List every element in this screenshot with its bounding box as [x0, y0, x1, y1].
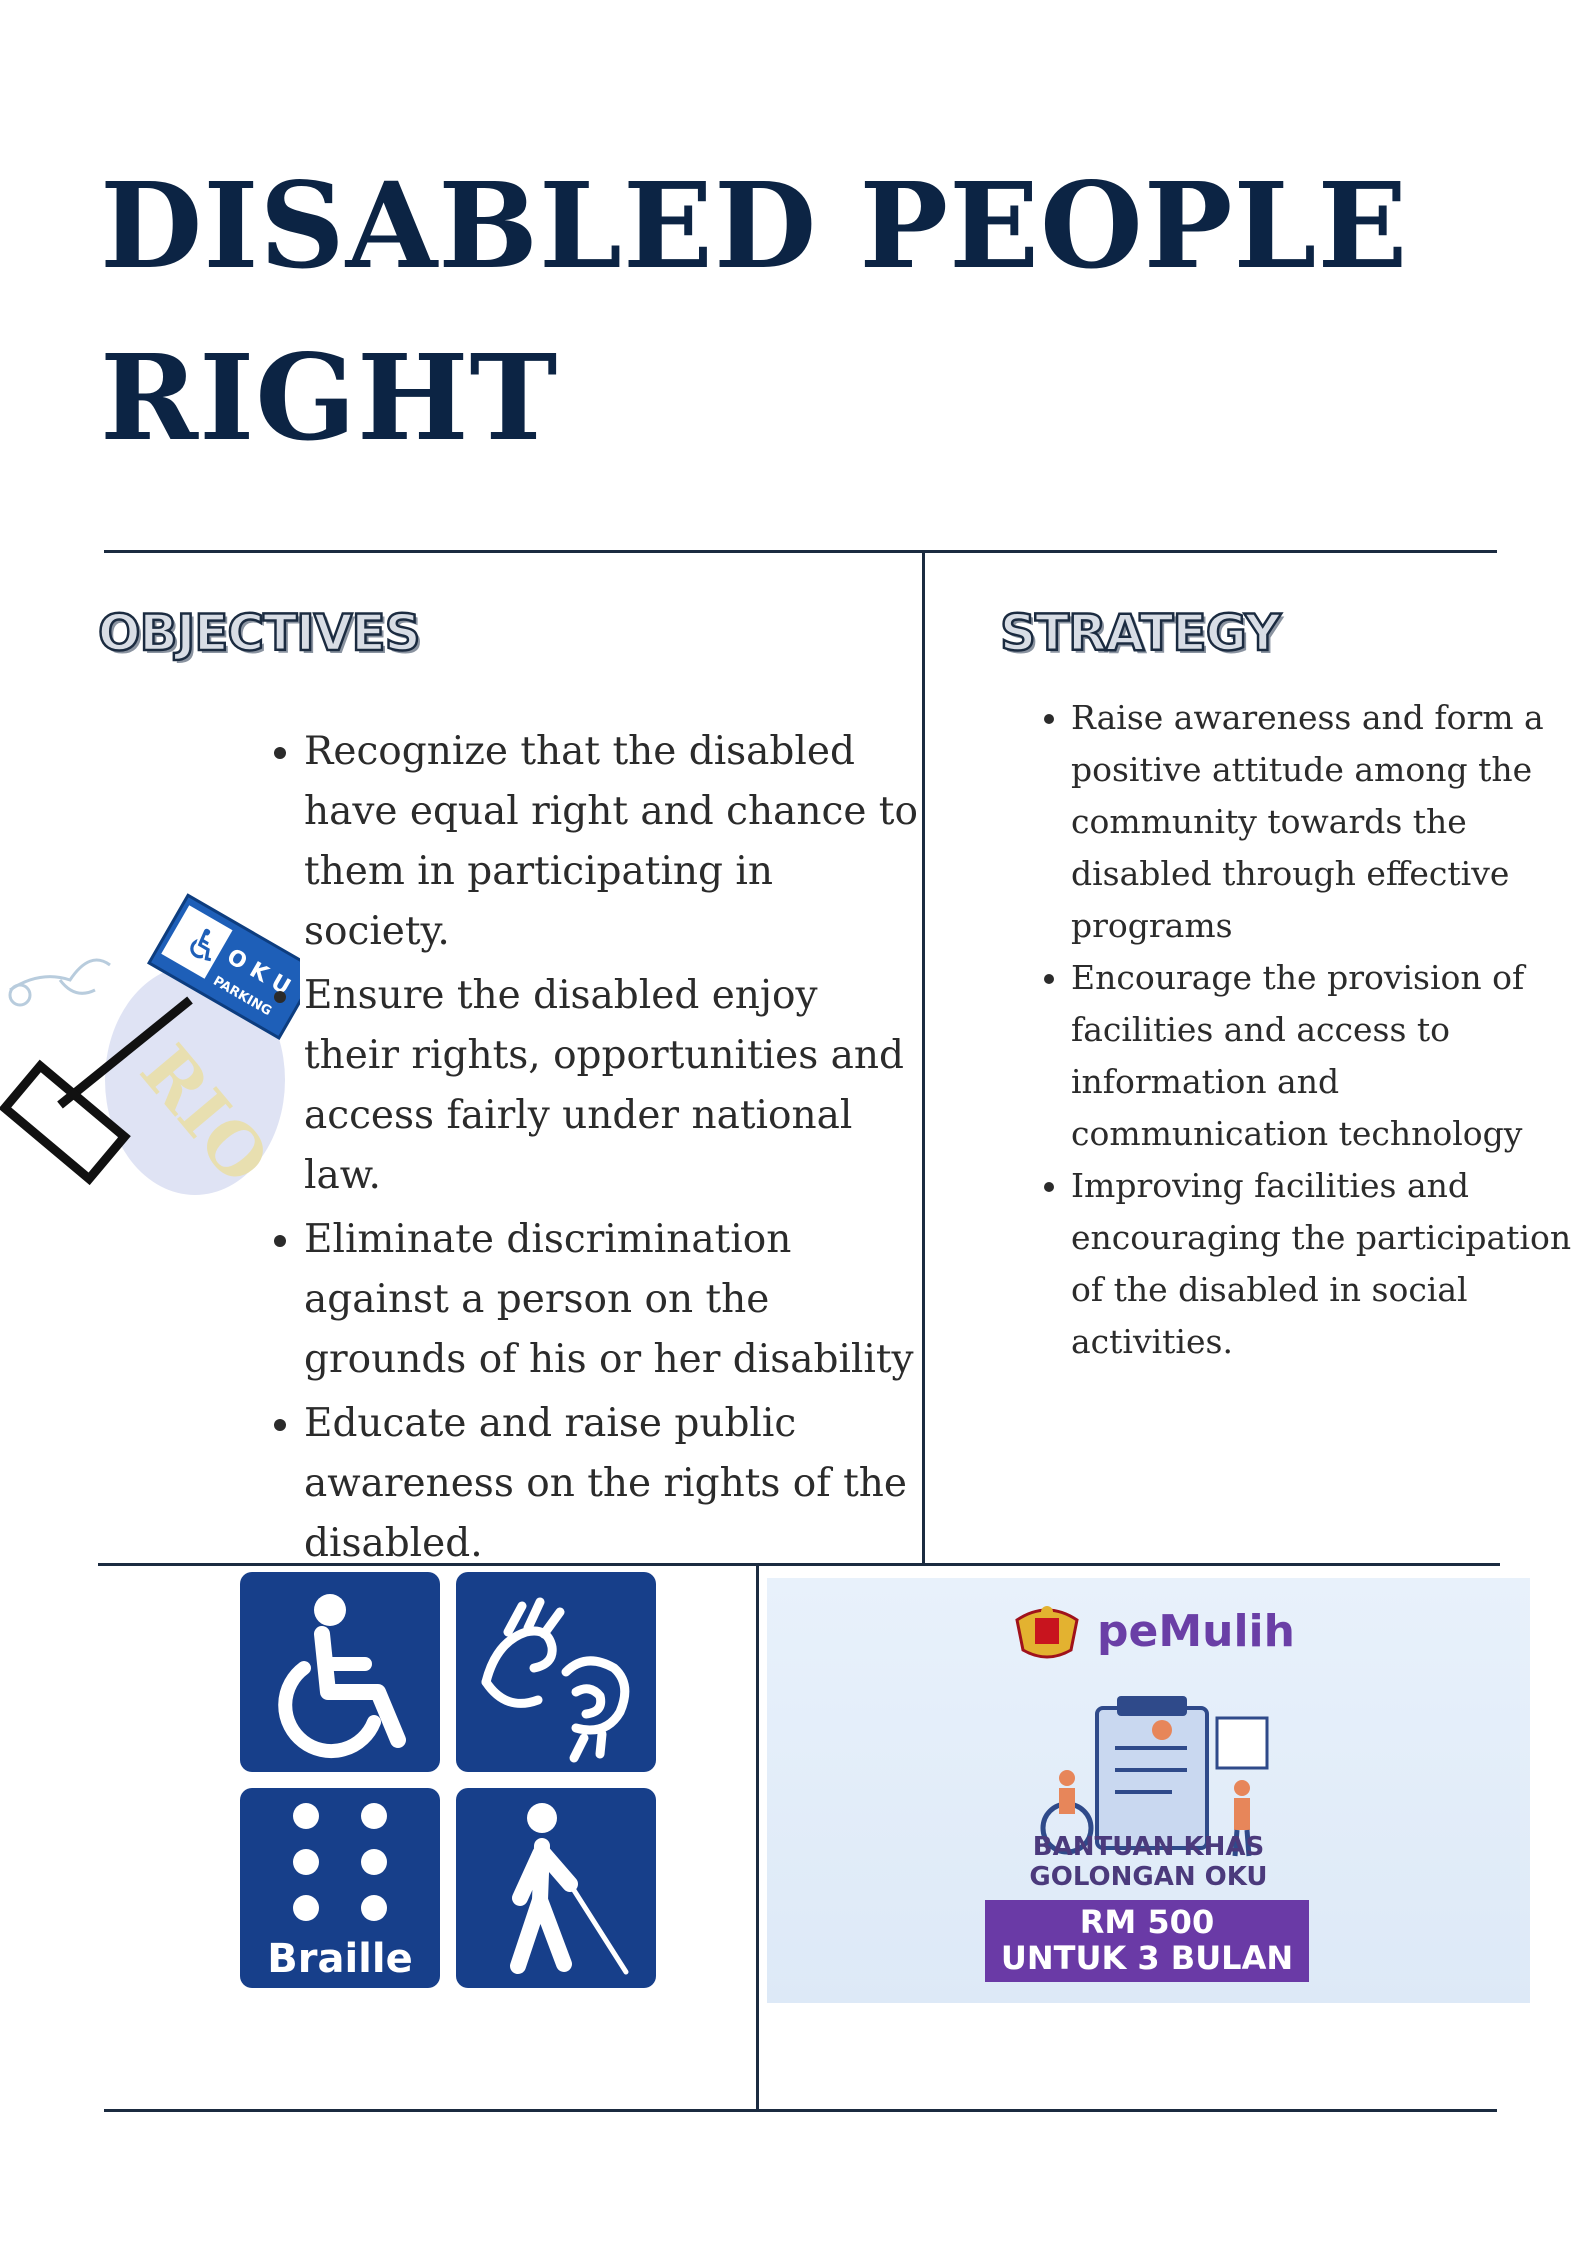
objective-item: Recognize that the disabled have equal r…: [304, 722, 924, 962]
wheelchair-icon: [278, 1594, 406, 1759]
strategy-item: Encourage the provision of facilities an…: [1071, 952, 1581, 1160]
pemulih-amount: RM 500: [1079, 1903, 1215, 1941]
page-title: DISABLED PEOPLE RIGHT: [100, 140, 1408, 484]
objective-item: Educate and raise public awareness on th…: [304, 1394, 924, 1574]
blind-person-tile: [456, 1788, 656, 1988]
title-line-2: RIGHT: [100, 328, 559, 467]
sign-language-icon: [481, 1597, 630, 1763]
malaysia-crest-icon: [1015, 1606, 1079, 1659]
rule-middle: [98, 1563, 1500, 1566]
watermark-ellipse: [105, 965, 285, 1195]
objectives-heading: OBJECTIVES: [97, 603, 422, 664]
wheelchair-tile: [240, 1572, 440, 1772]
rule-mid-upper: [922, 550, 925, 1565]
rule-mid-lower: [756, 1563, 759, 2111]
braille-label: Braille: [267, 1936, 412, 1982]
oku-parking-sign-illustration: RIO ♿ O K U PARKING: [0, 893, 300, 1199]
objectives-list: Recognize that the disabled have equal r…: [268, 722, 924, 1578]
strategy-item: Raise awareness and form a positive atti…: [1071, 692, 1581, 952]
braille-tile: Braille: [240, 1788, 440, 1988]
strategy-list: Raise awareness and form a positive atti…: [1035, 692, 1581, 1368]
lobster-doodle: [8, 958, 111, 1007]
pemulih-line-2: GOLONGAN OKU: [1029, 1862, 1268, 1892]
pemulih-duration: UNTUK 3 BULAN: [1000, 1939, 1294, 1977]
pemulih-logo-text: peMulih: [1097, 1606, 1295, 1657]
accessibility-symbols: Braille: [240, 1572, 670, 2002]
strategy-item: Improving facilities and encouraging the…: [1071, 1160, 1581, 1368]
pemulih-aid-card: peMulih BANTUAN KHAS GOLONGAN OKU RM 500…: [767, 1578, 1530, 2003]
aid-illustration: [1040, 1696, 1269, 1857]
objective-item: Ensure the disabled enjoy their rights, …: [304, 966, 924, 1206]
sign-pole: [0, 996, 193, 1186]
pemulih-amount-box: RM 500 UNTUK 3 BULAN: [985, 1900, 1309, 1982]
sign-language-tile: [456, 1572, 656, 1772]
blind-person-cane-icon: [510, 1803, 629, 1975]
sign-board: ♿ O K U PARKING: [146, 893, 300, 1040]
rule-bottom: [104, 2109, 1497, 2112]
braille-icon: Braille: [267, 1803, 413, 1982]
pemulih-line-1: BANTUAN KHAS: [1032, 1832, 1265, 1862]
strategy-heading: STRATEGY: [999, 603, 1282, 664]
title-line-1: DISABLED PEOPLE: [100, 156, 1409, 295]
objective-item: Eliminate discrimination against a perso…: [304, 1210, 924, 1390]
rule-top: [104, 550, 1497, 553]
